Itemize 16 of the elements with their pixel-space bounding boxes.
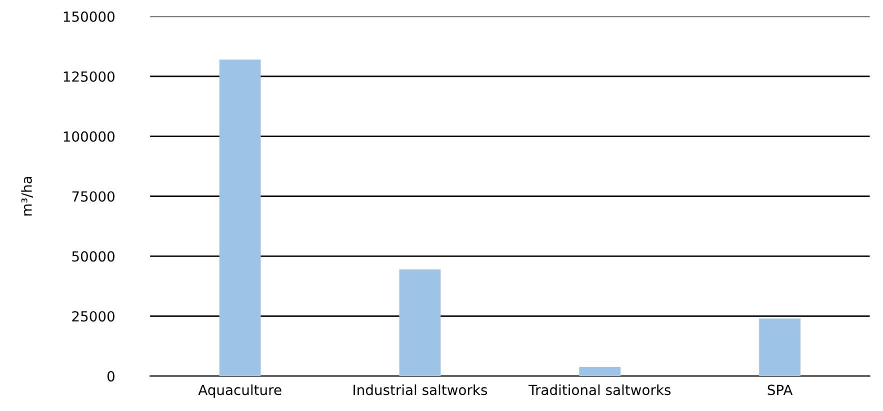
bar — [759, 318, 800, 376]
x-tick-label: Aquaculture — [198, 384, 282, 398]
y-tick-label: 50000 — [72, 251, 114, 262]
x-tick-label: SPA — [768, 384, 793, 396]
y-tick-label: 150000 — [64, 11, 114, 22]
y-tick-label: 125000 — [64, 71, 114, 82]
bar — [579, 366, 621, 376]
y-axis-title: m³/ha — [21, 176, 33, 216]
bar — [219, 60, 261, 376]
y-tick-label: 75000 — [72, 191, 114, 202]
x-tick-label: Industrial saltworks — [354, 384, 488, 396]
y-tick-label: 100000 — [64, 131, 114, 142]
y-tick-label: 25000 — [72, 311, 114, 322]
y-tick-label: 0 — [107, 371, 114, 382]
x-tick-label: Traditional saltworks — [528, 384, 671, 396]
bar — [399, 269, 441, 376]
